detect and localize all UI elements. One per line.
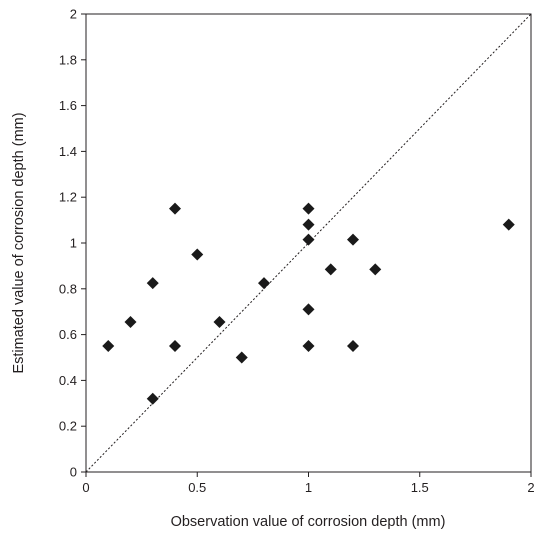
data-point xyxy=(124,316,137,329)
data-point xyxy=(146,277,159,290)
y-tick-label: 0.4 xyxy=(59,373,77,388)
y-axis-title: Estimated value of corrosion depth (mm) xyxy=(11,112,27,373)
y-axis: 0 0.2 0.4 0.6 0.8 1 1.2 1.4 1.6 1.8 2 xyxy=(59,7,86,480)
y-tick-label: 1 xyxy=(70,236,77,251)
data-point xyxy=(369,263,382,276)
data-point xyxy=(146,392,159,405)
y-tick-label: 1.4 xyxy=(59,144,77,159)
data-point xyxy=(502,218,515,231)
data-point xyxy=(347,340,359,353)
data-point xyxy=(302,303,315,316)
y-tick-label: 1.6 xyxy=(59,98,77,113)
y-tick-label: 0.8 xyxy=(59,281,77,296)
y-tick-label: 0.2 xyxy=(59,419,77,434)
data-points xyxy=(102,202,515,405)
x-tick-label: 1 xyxy=(305,480,312,495)
data-point xyxy=(347,233,359,246)
x-tick-label: 0.5 xyxy=(188,480,206,495)
data-point xyxy=(169,202,181,215)
y-tick-label: 1.2 xyxy=(59,190,77,205)
data-point xyxy=(302,218,315,231)
data-point xyxy=(235,351,248,364)
data-point xyxy=(102,340,115,353)
y-tick-label: 0.6 xyxy=(59,327,77,342)
y-tick-label: 2 xyxy=(70,7,77,22)
data-point xyxy=(302,233,315,246)
data-point xyxy=(258,277,270,290)
x-tick-label: 0 xyxy=(82,480,89,495)
data-point xyxy=(169,340,181,353)
x-tick-label: 2 xyxy=(527,480,534,495)
data-point xyxy=(191,248,204,261)
data-point xyxy=(324,263,337,276)
x-axis-title: Observation value of corrosion depth (mm… xyxy=(171,514,446,530)
y-tick-label: 1.8 xyxy=(59,52,77,67)
reference-line-y-equals-x xyxy=(85,13,532,473)
data-point xyxy=(302,340,315,353)
data-point xyxy=(213,316,226,329)
x-tick-label: 1.5 xyxy=(411,480,429,495)
x-axis: 0 0.5 1 1.5 2 xyxy=(82,472,534,495)
data-point xyxy=(302,202,315,215)
y-tick-label: 0 xyxy=(70,465,77,480)
